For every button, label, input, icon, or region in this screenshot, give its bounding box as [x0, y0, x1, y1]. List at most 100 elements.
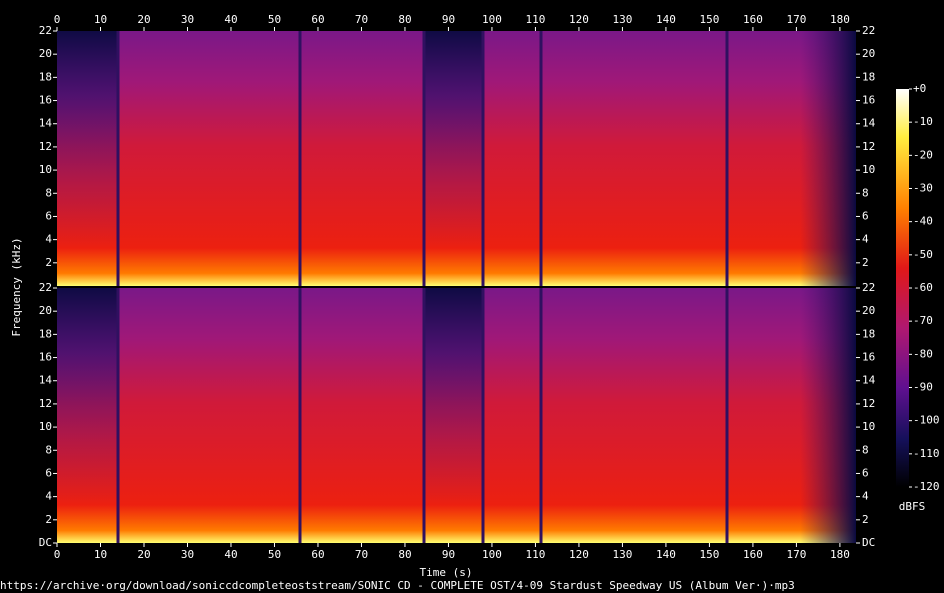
colorbar-tick-label: -50 — [913, 248, 933, 261]
y-tick-label: 4 — [45, 233, 52, 246]
y-tick-label: DC — [39, 536, 52, 549]
y-tick-label: 18 — [39, 70, 52, 83]
colorbar-tick-label: -110 — [913, 447, 940, 460]
gap — [298, 31, 302, 286]
gap — [481, 288, 485, 543]
x-tick-label: 70 — [355, 548, 368, 561]
fade-out — [800, 288, 856, 543]
colorbar-label: dBFS — [899, 500, 926, 513]
x-tick-label: 30 — [181, 13, 194, 26]
y-axis-label: Frequency (kHz) — [10, 237, 23, 336]
y-tick-label: 2 — [862, 256, 869, 269]
x-tick-label: 120 — [569, 13, 589, 26]
y-tick-label: 18 — [39, 327, 52, 340]
colorbar-tick-label: -120 — [913, 480, 940, 493]
y-tick-label: 14 — [39, 117, 53, 130]
colorbar-tick-label: -40 — [913, 215, 933, 228]
x-tick-label: 90 — [442, 548, 455, 561]
y-tick-label: 10 — [862, 163, 875, 176]
x-tick-label: 20 — [137, 548, 150, 561]
gap — [481, 31, 485, 286]
x-tick-label: 160 — [743, 13, 763, 26]
y-tick-label: 18 — [862, 70, 875, 83]
x-tick-label: 110 — [526, 13, 546, 26]
x-tick-label: 10 — [94, 548, 107, 561]
x-tick-label: 20 — [137, 13, 150, 26]
colorbar-tick-label: -80 — [913, 347, 933, 360]
x-tick-label: 180 — [830, 548, 850, 561]
quiet-region — [57, 31, 118, 248]
x-tick-label: 150 — [699, 548, 719, 561]
gap — [116, 31, 120, 286]
x-tick-label: 0 — [54, 548, 61, 561]
colorbar-tick-label: -100 — [913, 414, 940, 427]
y-tick-label: 20 — [862, 47, 875, 60]
y-tick-label: 2 — [862, 513, 869, 526]
colorbar-tick-label: -90 — [913, 381, 933, 394]
y-tick-label: 4 — [45, 490, 52, 503]
x-tick-label: 100 — [482, 13, 502, 26]
y-tick-label: 18 — [862, 327, 875, 340]
y-tick-label: 22 — [862, 281, 875, 294]
x-tick-label: 30 — [181, 548, 194, 561]
x-tick-label: 140 — [656, 13, 676, 26]
gap — [725, 288, 729, 543]
x-tick-label: 80 — [398, 548, 411, 561]
colorbar-tick-label: -70 — [913, 314, 933, 327]
gap — [725, 31, 729, 286]
x-tick-label: 180 — [830, 13, 850, 26]
y-tick-label: 20 — [862, 304, 875, 317]
x-tick-label: 130 — [612, 13, 632, 26]
x-tick-label: 90 — [442, 13, 455, 26]
y-tick-label: 20 — [39, 47, 52, 60]
colorbar — [896, 89, 909, 487]
y-tick-label: 12 — [862, 397, 875, 410]
x-tick-label: 170 — [786, 13, 806, 26]
quiet-region — [424, 31, 483, 248]
y-tick-label: 16 — [39, 94, 52, 107]
x-tick-label: 10 — [94, 13, 107, 26]
x-tick-label: 70 — [355, 13, 368, 26]
x-tick-label: 50 — [268, 13, 281, 26]
x-tick-label: 0 — [54, 13, 61, 26]
x-tick-label: 130 — [612, 548, 632, 561]
y-tick-label: 16 — [862, 94, 875, 107]
y-tick-label: 16 — [862, 351, 875, 364]
y-tick-label: 14 — [862, 117, 876, 130]
x-tick-label: 140 — [656, 548, 676, 561]
y-tick-label: 12 — [39, 140, 52, 153]
x-tick-label: 50 — [268, 548, 281, 561]
gap — [422, 288, 426, 543]
y-tick-label: 2 — [45, 513, 52, 526]
y-tick-label: 10 — [862, 420, 875, 433]
gap — [422, 31, 426, 286]
y-tick-label: 4 — [862, 490, 869, 503]
colorbar-tick-label: +0 — [913, 82, 926, 95]
y-tick-label: 6 — [862, 209, 869, 222]
y-tick-label: 12 — [39, 397, 52, 410]
x-tick-label: 160 — [743, 548, 763, 561]
x-tick-label: 80 — [398, 13, 411, 26]
y-tick-label: 16 — [39, 351, 52, 364]
x-tick-label: 150 — [699, 13, 719, 26]
x-tick-label: 120 — [569, 548, 589, 561]
x-tick-label: 40 — [224, 548, 237, 561]
y-tick-label: 8 — [45, 443, 52, 456]
x-tick-label: 170 — [786, 548, 806, 561]
quiet-region — [57, 288, 118, 505]
y-tick-label: 22 — [39, 281, 52, 294]
colorbar-tick-label: -20 — [913, 148, 933, 161]
y-tick-label: 14 — [39, 374, 53, 387]
y-tick-label: 6 — [45, 209, 52, 222]
y-tick-label: 22 — [862, 24, 875, 37]
colorbar-tick-label: -30 — [913, 182, 933, 195]
y-tick-label: 22 — [39, 24, 52, 37]
gap — [539, 288, 543, 543]
y-tick-label: 20 — [39, 304, 52, 317]
x-tick-label: 40 — [224, 13, 237, 26]
y-tick-label: 6 — [45, 466, 52, 479]
y-tick-label: DC — [862, 536, 875, 549]
y-tick-label: 14 — [862, 374, 876, 387]
x-axis-label: Time (s) — [420, 566, 473, 579]
